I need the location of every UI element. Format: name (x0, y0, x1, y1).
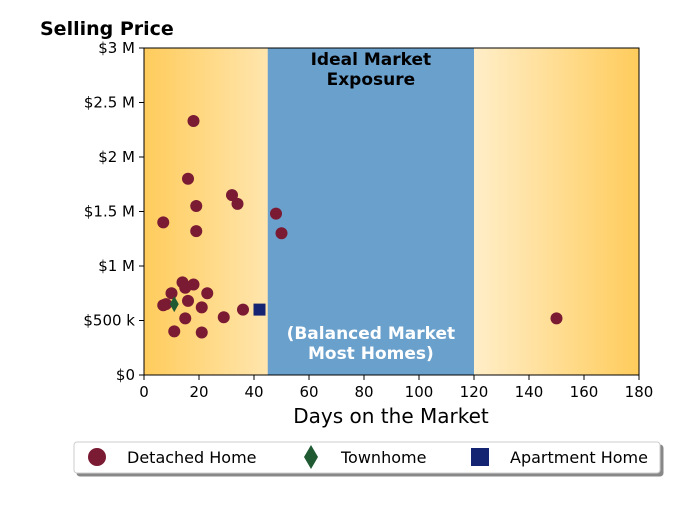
detached-home-point (179, 312, 192, 325)
y-tick-label: $2 M (98, 148, 135, 166)
detached-home-point (190, 200, 203, 213)
detached-home-point (226, 189, 238, 202)
y-axis-title: Selling Price (40, 18, 174, 40)
detached-home-point (237, 303, 249, 316)
detached-home-point (550, 312, 563, 325)
detached-home-point (187, 278, 200, 291)
detached-home-point (190, 225, 203, 238)
legend-townhome-marker (304, 445, 318, 469)
legend-townhome-label: Townhome (340, 448, 426, 467)
y-tick-label: $1 M (98, 257, 135, 275)
apartment-home-point (253, 303, 266, 316)
x-axis-title: Days on the Market (293, 404, 489, 428)
x-tick-label: 80 (354, 383, 373, 401)
x-axis: 0 20 40 60 80 100 120 140 160 180 (139, 375, 653, 401)
y-tick-label: $3 M (98, 39, 135, 57)
band-title-line: Exposure (327, 70, 416, 90)
x-tick-label: 20 (189, 383, 208, 401)
ideal-exposure-band (267, 48, 474, 375)
x-tick-label: 100 (405, 383, 434, 401)
x-tick-label: 140 (515, 383, 544, 401)
detached-home-point (275, 227, 288, 240)
points-layer (157, 115, 563, 339)
detached-home-point (182, 294, 194, 307)
detached-home-point (217, 311, 230, 324)
x-tick-label: 120 (460, 383, 489, 401)
detached-home-point (168, 325, 181, 338)
detached-home-point (270, 207, 282, 220)
y-tick-label: $0 (116, 366, 135, 384)
y-tick-label: $2.5 M (84, 94, 135, 112)
x-tick-label: 180 (625, 383, 654, 401)
y-axis: $0 $500 k $1 M $1.5 M $2 M $2.5 M $3 M (83, 39, 144, 384)
legend-detached-home-label: Detached Home (127, 448, 257, 467)
band-note-line: (Balanced Market (287, 324, 456, 344)
detached-home-point (201, 287, 214, 300)
detached-home-point (195, 301, 208, 314)
detached-home-point (231, 197, 244, 210)
y-tick-label: $1.5 M (84, 203, 135, 221)
legend-detached-home-marker (88, 448, 106, 466)
band-note-line: Most Homes) (308, 344, 434, 364)
x-tick-label: 160 (570, 383, 599, 401)
legend-apartment-home-marker (471, 448, 489, 466)
townhome-point (169, 296, 179, 313)
x-tick-label: 0 (139, 383, 149, 401)
legend-apartment-home-label: Apartment Home (510, 448, 648, 467)
detached-home-point (165, 287, 178, 300)
detached-home-point (182, 172, 194, 185)
band-title-line: Ideal Market (311, 50, 432, 70)
legend: Detached Home Townhome Apartment Home (73, 441, 661, 474)
detached-home-point (160, 298, 172, 311)
x-tick-label: 40 (244, 383, 263, 401)
detached-home-point (187, 115, 200, 128)
detached-home-point (195, 326, 208, 339)
x-tick-label: 60 (299, 383, 318, 401)
legend-box (73, 441, 661, 474)
detached-home-point (157, 216, 170, 229)
y-tick-label: $500 k (83, 312, 135, 330)
